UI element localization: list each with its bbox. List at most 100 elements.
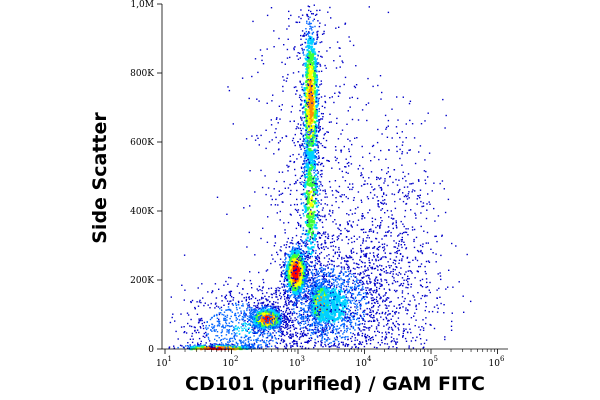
event-dot bbox=[322, 300, 326, 303]
event-dot bbox=[306, 22, 308, 24]
event-dot bbox=[289, 325, 291, 327]
event-dot bbox=[321, 324, 323, 326]
event-dot bbox=[283, 269, 285, 272]
event-dot bbox=[354, 283, 357, 286]
event-dot bbox=[316, 183, 318, 185]
event-dot bbox=[291, 294, 293, 296]
event-dot bbox=[272, 321, 275, 324]
event-dot bbox=[308, 286, 310, 288]
event-dot bbox=[314, 151, 317, 153]
event-dot bbox=[306, 199, 309, 202]
event-dot bbox=[319, 128, 321, 130]
event-dot bbox=[317, 30, 319, 33]
event-dot bbox=[294, 291, 297, 295]
event-dot bbox=[343, 285, 346, 287]
event-dot bbox=[305, 172, 308, 175]
event-dot bbox=[303, 87, 306, 90]
event-dot bbox=[307, 280, 309, 282]
event-dot bbox=[313, 159, 315, 162]
event-dot bbox=[312, 110, 315, 113]
event-dot bbox=[301, 100, 303, 102]
event-dot bbox=[296, 249, 298, 251]
event-dot bbox=[220, 346, 223, 349]
event-dot bbox=[316, 190, 319, 192]
event-dot bbox=[374, 278, 377, 280]
event-dot bbox=[314, 170, 317, 172]
event-dot bbox=[264, 311, 267, 314]
event-dot bbox=[307, 233, 310, 236]
event-dot bbox=[308, 277, 310, 279]
event-dot bbox=[292, 266, 295, 269]
event-dot bbox=[350, 319, 352, 321]
event-dot bbox=[308, 315, 311, 317]
event-dot bbox=[293, 284, 296, 287]
event-dot bbox=[288, 256, 291, 258]
event-dot bbox=[242, 345, 244, 347]
event-dot bbox=[259, 320, 262, 323]
event-dot bbox=[304, 165, 306, 168]
event-dot bbox=[205, 342, 207, 344]
event-dot bbox=[345, 336, 347, 338]
event-dot bbox=[305, 122, 308, 125]
event-dot bbox=[302, 145, 304, 147]
event-dot bbox=[315, 202, 318, 205]
event-dot bbox=[305, 127, 309, 130]
event-dot bbox=[313, 306, 316, 309]
event-dot bbox=[297, 296, 299, 298]
event-dot bbox=[307, 167, 310, 170]
event-dot bbox=[345, 271, 347, 273]
event-dot bbox=[316, 134, 318, 136]
event-dot bbox=[253, 315, 256, 318]
event-dot bbox=[280, 250, 282, 252]
event-dot bbox=[311, 217, 314, 220]
event-dot bbox=[309, 302, 311, 304]
event-dot bbox=[308, 119, 311, 122]
event-dot bbox=[342, 333, 344, 335]
event-dot bbox=[297, 265, 300, 268]
event-dot bbox=[325, 273, 327, 276]
event-dot bbox=[286, 326, 288, 328]
event-dot bbox=[284, 301, 287, 303]
event-dot bbox=[310, 27, 312, 29]
event-dot bbox=[297, 289, 300, 291]
event-dot bbox=[318, 141, 320, 143]
event-dot bbox=[323, 146, 326, 148]
event-dot bbox=[310, 131, 312, 133]
event-dot bbox=[316, 214, 318, 216]
event-dot bbox=[259, 326, 262, 329]
event-dot bbox=[296, 267, 299, 270]
event-dot bbox=[368, 301, 370, 303]
event-dot bbox=[250, 317, 252, 319]
event-dot bbox=[298, 153, 300, 156]
event-dot bbox=[310, 41, 313, 44]
event-dot bbox=[301, 297, 304, 299]
event-dot bbox=[304, 255, 306, 257]
event-dot bbox=[323, 275, 325, 277]
event-dot bbox=[225, 343, 227, 346]
event-dot bbox=[285, 291, 287, 293]
event-dot bbox=[253, 346, 255, 349]
event-dot bbox=[316, 169, 318, 171]
event-dot bbox=[284, 255, 286, 257]
event-dot bbox=[306, 130, 310, 134]
event-dot bbox=[311, 77, 314, 80]
event-dot bbox=[309, 198, 312, 201]
event-dot bbox=[318, 51, 320, 53]
event-dot bbox=[303, 297, 305, 299]
event-dot bbox=[309, 138, 312, 140]
event-dot bbox=[301, 47, 303, 50]
event-dot bbox=[304, 243, 306, 245]
event-dot bbox=[285, 257, 287, 259]
event-dot bbox=[281, 266, 283, 268]
event-dot bbox=[354, 268, 356, 270]
event-dot bbox=[263, 324, 266, 328]
event-dot bbox=[381, 285, 383, 287]
event-dot bbox=[218, 343, 221, 345]
event-dot bbox=[313, 101, 316, 104]
event-dot bbox=[291, 258, 294, 261]
event-dot bbox=[311, 151, 314, 154]
event-dot bbox=[257, 347, 259, 349]
event-dot bbox=[313, 39, 315, 41]
event-dot bbox=[302, 227, 305, 229]
event-dot bbox=[302, 266, 305, 269]
